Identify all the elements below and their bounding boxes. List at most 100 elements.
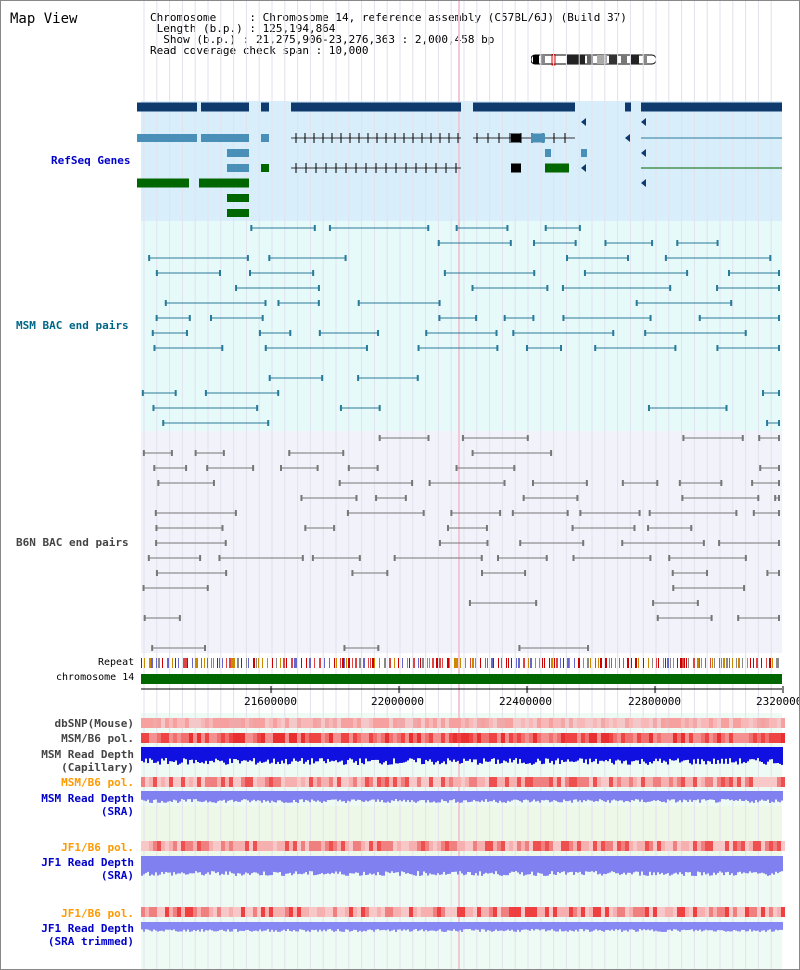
depth-bar xyxy=(377,922,379,930)
bac-end xyxy=(417,345,420,351)
depth-bar xyxy=(385,747,387,761)
depth-bar xyxy=(561,747,563,761)
heat-cell xyxy=(589,777,593,787)
heat-cell xyxy=(749,907,753,917)
depth-bar xyxy=(627,747,629,765)
heat-cell xyxy=(277,841,281,851)
heat-cell xyxy=(209,733,213,743)
heat-cell xyxy=(633,777,637,787)
depth-bar xyxy=(235,856,237,876)
track-label-dbsnp[interactable]: dbSNP(Mouse) xyxy=(54,717,134,730)
heat-cell xyxy=(617,907,621,917)
heat-cell xyxy=(333,841,337,851)
depth-bar xyxy=(271,747,273,763)
repeat-mark xyxy=(413,658,415,668)
depth-bar xyxy=(489,856,491,874)
track-label-b6n-bac[interactable]: B6N BAC end pairs xyxy=(16,536,129,549)
track-label-msm-depth-capillary[interactable]: MSM Read Depth (Capillary) xyxy=(41,748,134,774)
depth-bar xyxy=(329,747,331,762)
label-line: MSM Read Depth xyxy=(41,792,134,805)
depth-bar xyxy=(435,922,437,932)
depth-bar xyxy=(327,856,329,874)
heat-cell xyxy=(509,733,513,743)
heat-cell xyxy=(661,733,665,743)
depth-bar xyxy=(757,747,759,759)
chromosome-ideogram[interactable] xyxy=(531,54,657,66)
depth-bar xyxy=(397,791,399,802)
heat-cell xyxy=(577,718,581,728)
track-label-refseq-genes[interactable]: RefSeq Genes xyxy=(51,154,131,167)
heat-cell xyxy=(249,907,253,917)
heat-cell xyxy=(633,733,637,743)
track-label-msm-bac[interactable]: MSM BAC end pairs xyxy=(16,319,129,332)
bac-end xyxy=(162,420,165,426)
depth-bar xyxy=(593,791,595,802)
depth-bar xyxy=(701,791,703,800)
heat-cell xyxy=(525,718,529,728)
heat-cell xyxy=(153,907,157,917)
heat-cell xyxy=(405,777,409,787)
depth-bar xyxy=(451,856,453,872)
track-label-jf1-b6-pol[interactable]: JF1/B6 pol. xyxy=(61,841,134,854)
depth-bar xyxy=(173,747,175,762)
heat-cell xyxy=(305,718,309,728)
track-label-jf1-b6-pol-2[interactable]: JF1/B6 pol. xyxy=(61,907,134,920)
depth-bar xyxy=(149,747,151,759)
depth-bar xyxy=(543,791,545,801)
heat-cell xyxy=(193,777,197,787)
depth-bar xyxy=(157,922,159,932)
bac-end xyxy=(656,480,659,486)
depth-bar xyxy=(669,922,671,930)
bac-end xyxy=(438,315,441,321)
heat-cell xyxy=(657,777,661,787)
depth-bar xyxy=(457,747,459,761)
depth-bar xyxy=(333,922,335,932)
depth-bar xyxy=(625,922,627,931)
track-label-msm-b6-pol-2[interactable]: MSM/B6 pol. xyxy=(61,776,134,789)
depth-bar xyxy=(179,747,181,764)
depth-bar xyxy=(339,791,341,800)
bac-end xyxy=(587,645,590,651)
heat-cell xyxy=(185,841,189,851)
depth-bar xyxy=(261,856,263,876)
heat-cell xyxy=(385,907,389,917)
depth-bar xyxy=(277,747,279,762)
heat-cell xyxy=(585,733,589,743)
bac-end xyxy=(141,390,144,396)
depth-bar xyxy=(717,856,719,873)
depth-bar xyxy=(505,856,507,876)
depth-bar xyxy=(395,856,397,873)
track-label-msm-depth-sra[interactable]: MSM Read Depth (SRA) xyxy=(41,792,134,818)
track-label-msm-b6-pol[interactable]: MSM/B6 pol. xyxy=(61,732,134,745)
heat-cell xyxy=(205,733,209,743)
bac-end xyxy=(333,525,336,531)
heat-cell xyxy=(465,733,469,743)
repeat-mark xyxy=(256,658,257,668)
depth-bar xyxy=(401,856,403,872)
depth-bar xyxy=(643,791,645,802)
bac-end xyxy=(594,345,597,351)
bac-end xyxy=(571,525,574,531)
heat-cell xyxy=(289,777,293,787)
heat-cell xyxy=(381,733,385,743)
depth-bar xyxy=(513,747,515,760)
track-label-jf1-depth-sra[interactable]: JF1 Read Depth (SRA) xyxy=(41,856,134,882)
track-label-jf1-depth-trimmed[interactable]: JF1 Read Depth (SRA trimmed) xyxy=(41,922,134,948)
repeat-mark xyxy=(542,658,543,668)
depth-bar xyxy=(365,922,367,932)
bac-end xyxy=(696,600,699,606)
depth-bar xyxy=(287,791,289,803)
heat-cell xyxy=(769,907,773,917)
depth-bar xyxy=(437,747,439,761)
depth-bar xyxy=(477,922,479,930)
track-label-repeat[interactable]: Repeat xyxy=(98,657,135,668)
depth-bar xyxy=(517,856,519,873)
heat-cell xyxy=(225,841,229,851)
depth-bar xyxy=(261,747,263,763)
heat-cell xyxy=(565,733,569,743)
depth-bar xyxy=(561,922,563,932)
depth-bar xyxy=(503,856,505,875)
repeat-mark xyxy=(605,658,607,668)
heat-cell xyxy=(241,777,245,787)
